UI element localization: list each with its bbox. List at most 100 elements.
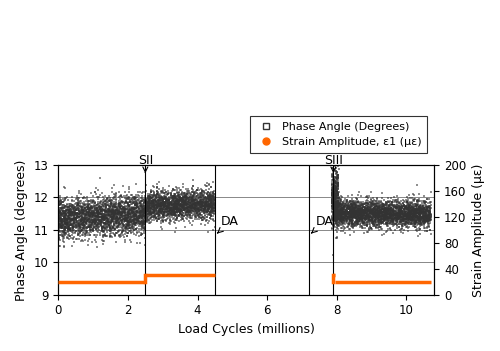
Point <box>84 206 92 212</box>
Point <box>127 239 135 245</box>
Point <box>111 204 119 210</box>
Point <box>349 208 357 214</box>
Point <box>110 213 118 218</box>
Point <box>175 192 183 198</box>
Point <box>364 212 372 218</box>
Point <box>110 205 118 210</box>
Point <box>191 205 199 210</box>
Point <box>150 193 158 199</box>
Point <box>374 215 382 221</box>
Point <box>375 211 383 217</box>
Point <box>363 211 371 216</box>
Point <box>80 217 88 222</box>
Point <box>396 209 404 215</box>
Point <box>104 196 112 202</box>
Point <box>153 204 161 210</box>
Point <box>117 213 125 218</box>
Point <box>394 207 402 213</box>
Point <box>86 212 94 218</box>
Point <box>390 207 398 213</box>
Point <box>334 174 342 179</box>
Point <box>342 207 350 213</box>
Point <box>402 217 410 222</box>
Point <box>97 229 105 234</box>
Point <box>396 210 404 216</box>
Point <box>110 213 118 219</box>
Point <box>80 206 88 211</box>
Point <box>184 191 192 196</box>
Point <box>416 203 424 209</box>
Point <box>168 198 176 204</box>
Point <box>416 208 424 214</box>
Point <box>366 210 374 216</box>
Point <box>98 217 106 223</box>
Point <box>410 207 418 213</box>
Point <box>166 217 174 223</box>
Point <box>403 208 411 214</box>
Point <box>57 217 65 223</box>
Point <box>163 196 171 202</box>
Point <box>100 218 108 223</box>
Point <box>78 223 86 229</box>
Point <box>330 207 338 213</box>
Point <box>135 205 143 211</box>
Point <box>125 211 133 217</box>
Point <box>90 218 98 224</box>
Point <box>170 208 178 214</box>
Point <box>111 215 119 220</box>
Point <box>382 199 390 205</box>
Point <box>406 204 413 210</box>
Point <box>128 210 136 216</box>
Point <box>74 201 82 206</box>
Point <box>402 213 410 218</box>
Point <box>415 225 423 231</box>
Point <box>404 194 411 200</box>
Point <box>85 225 93 230</box>
Point <box>161 200 169 205</box>
Point <box>364 212 372 218</box>
Point <box>147 187 155 193</box>
Point <box>409 213 417 219</box>
Point <box>404 197 412 202</box>
Point <box>426 217 434 223</box>
Point <box>393 213 401 219</box>
Point <box>334 187 342 192</box>
Point <box>348 199 356 204</box>
Point <box>62 215 70 221</box>
Point <box>142 209 150 215</box>
Point <box>172 213 180 219</box>
Point <box>178 196 186 202</box>
Point <box>377 208 385 214</box>
Point <box>424 217 432 223</box>
Point <box>172 206 180 212</box>
Point <box>411 209 419 214</box>
Point <box>174 201 182 206</box>
Point <box>115 203 123 208</box>
Point <box>375 209 383 214</box>
Point <box>118 222 126 228</box>
Point <box>408 219 416 224</box>
Point <box>92 226 100 231</box>
Point <box>140 223 148 228</box>
Point <box>376 224 384 230</box>
Point <box>120 210 128 216</box>
Point <box>204 204 212 209</box>
Point <box>353 208 361 213</box>
Point <box>369 207 377 213</box>
Point <box>411 217 419 222</box>
Point <box>190 201 198 206</box>
Point <box>333 160 341 165</box>
Point <box>330 218 338 224</box>
Point <box>158 206 166 212</box>
Point <box>352 196 360 201</box>
Point <box>419 198 427 204</box>
Point <box>404 213 412 219</box>
Point <box>104 208 112 214</box>
Point <box>65 224 73 229</box>
Point <box>211 200 219 206</box>
Point <box>381 206 389 212</box>
Point <box>87 223 95 228</box>
Point <box>396 214 404 220</box>
Point <box>330 207 338 212</box>
Point <box>412 220 420 226</box>
